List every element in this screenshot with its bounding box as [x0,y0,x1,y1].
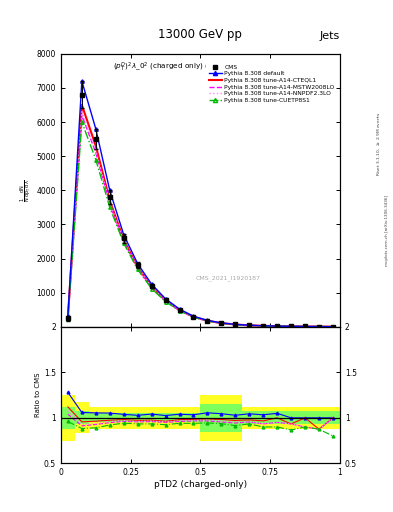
Bar [256,407,270,429]
Bar [270,412,284,424]
Y-axis label: Ratio to CMS: Ratio to CMS [35,373,41,417]
Bar [173,413,187,422]
Text: mcplots.cern.ch [arXiv:1306.3436]: mcplots.cern.ch [arXiv:1306.3436] [385,195,389,266]
Bar [75,402,89,433]
Bar [242,407,256,429]
Y-axis label: $\mathregular{\frac{1}{N}\,\frac{dN}{dp_T\,d\lambda}}$: $\mathregular{\frac{1}{N}\,\frac{dN}{dp_… [18,179,34,202]
Bar [312,412,326,424]
Bar [117,413,131,422]
Bar [200,395,215,441]
Bar [284,407,298,429]
Legend: CMS, Pythia 8.308 default, Pythia 8.308 tune-A14-CTEQL1, Pythia 8.308 tune-A14-M: CMS, Pythia 8.308 default, Pythia 8.308 … [206,62,337,105]
Bar [75,412,89,424]
Bar [284,412,298,424]
Bar [326,407,340,429]
Bar [103,413,117,422]
Bar [117,407,131,429]
Bar [130,407,145,429]
Bar [312,407,326,429]
Text: $(p_T^D)^2\lambda\_0^2$ (charged only) (CMS jet substructure): $(p_T^D)^2\lambda\_0^2$ (charged only) (… [113,60,288,74]
Bar [158,413,173,422]
Bar [89,413,103,422]
Bar [215,404,228,432]
Bar [187,413,200,422]
Text: Rivet 3.1.10, $\geq$ 2.9M events: Rivet 3.1.10, $\geq$ 2.9M events [375,111,382,176]
Bar [187,407,200,429]
Bar [242,412,256,424]
X-axis label: pTD2 (charged-only): pTD2 (charged-only) [154,480,247,489]
Bar [298,412,312,424]
Bar [270,407,284,429]
Bar [145,413,158,422]
Bar [228,395,242,441]
Bar [228,404,242,432]
Bar [298,407,312,429]
Bar [256,412,270,424]
Text: 13000 GeV pp: 13000 GeV pp [158,28,242,41]
Bar [215,395,228,441]
Bar [200,404,215,432]
Text: CMS_2021_I1920187: CMS_2021_I1920187 [196,275,261,281]
Bar [61,407,75,429]
Text: Jets: Jets [320,31,340,41]
Bar [173,407,187,429]
Bar [61,395,75,441]
Bar [145,407,158,429]
Bar [103,407,117,429]
Bar [130,413,145,422]
Bar [326,412,340,424]
Bar [158,407,173,429]
Bar [89,407,103,429]
